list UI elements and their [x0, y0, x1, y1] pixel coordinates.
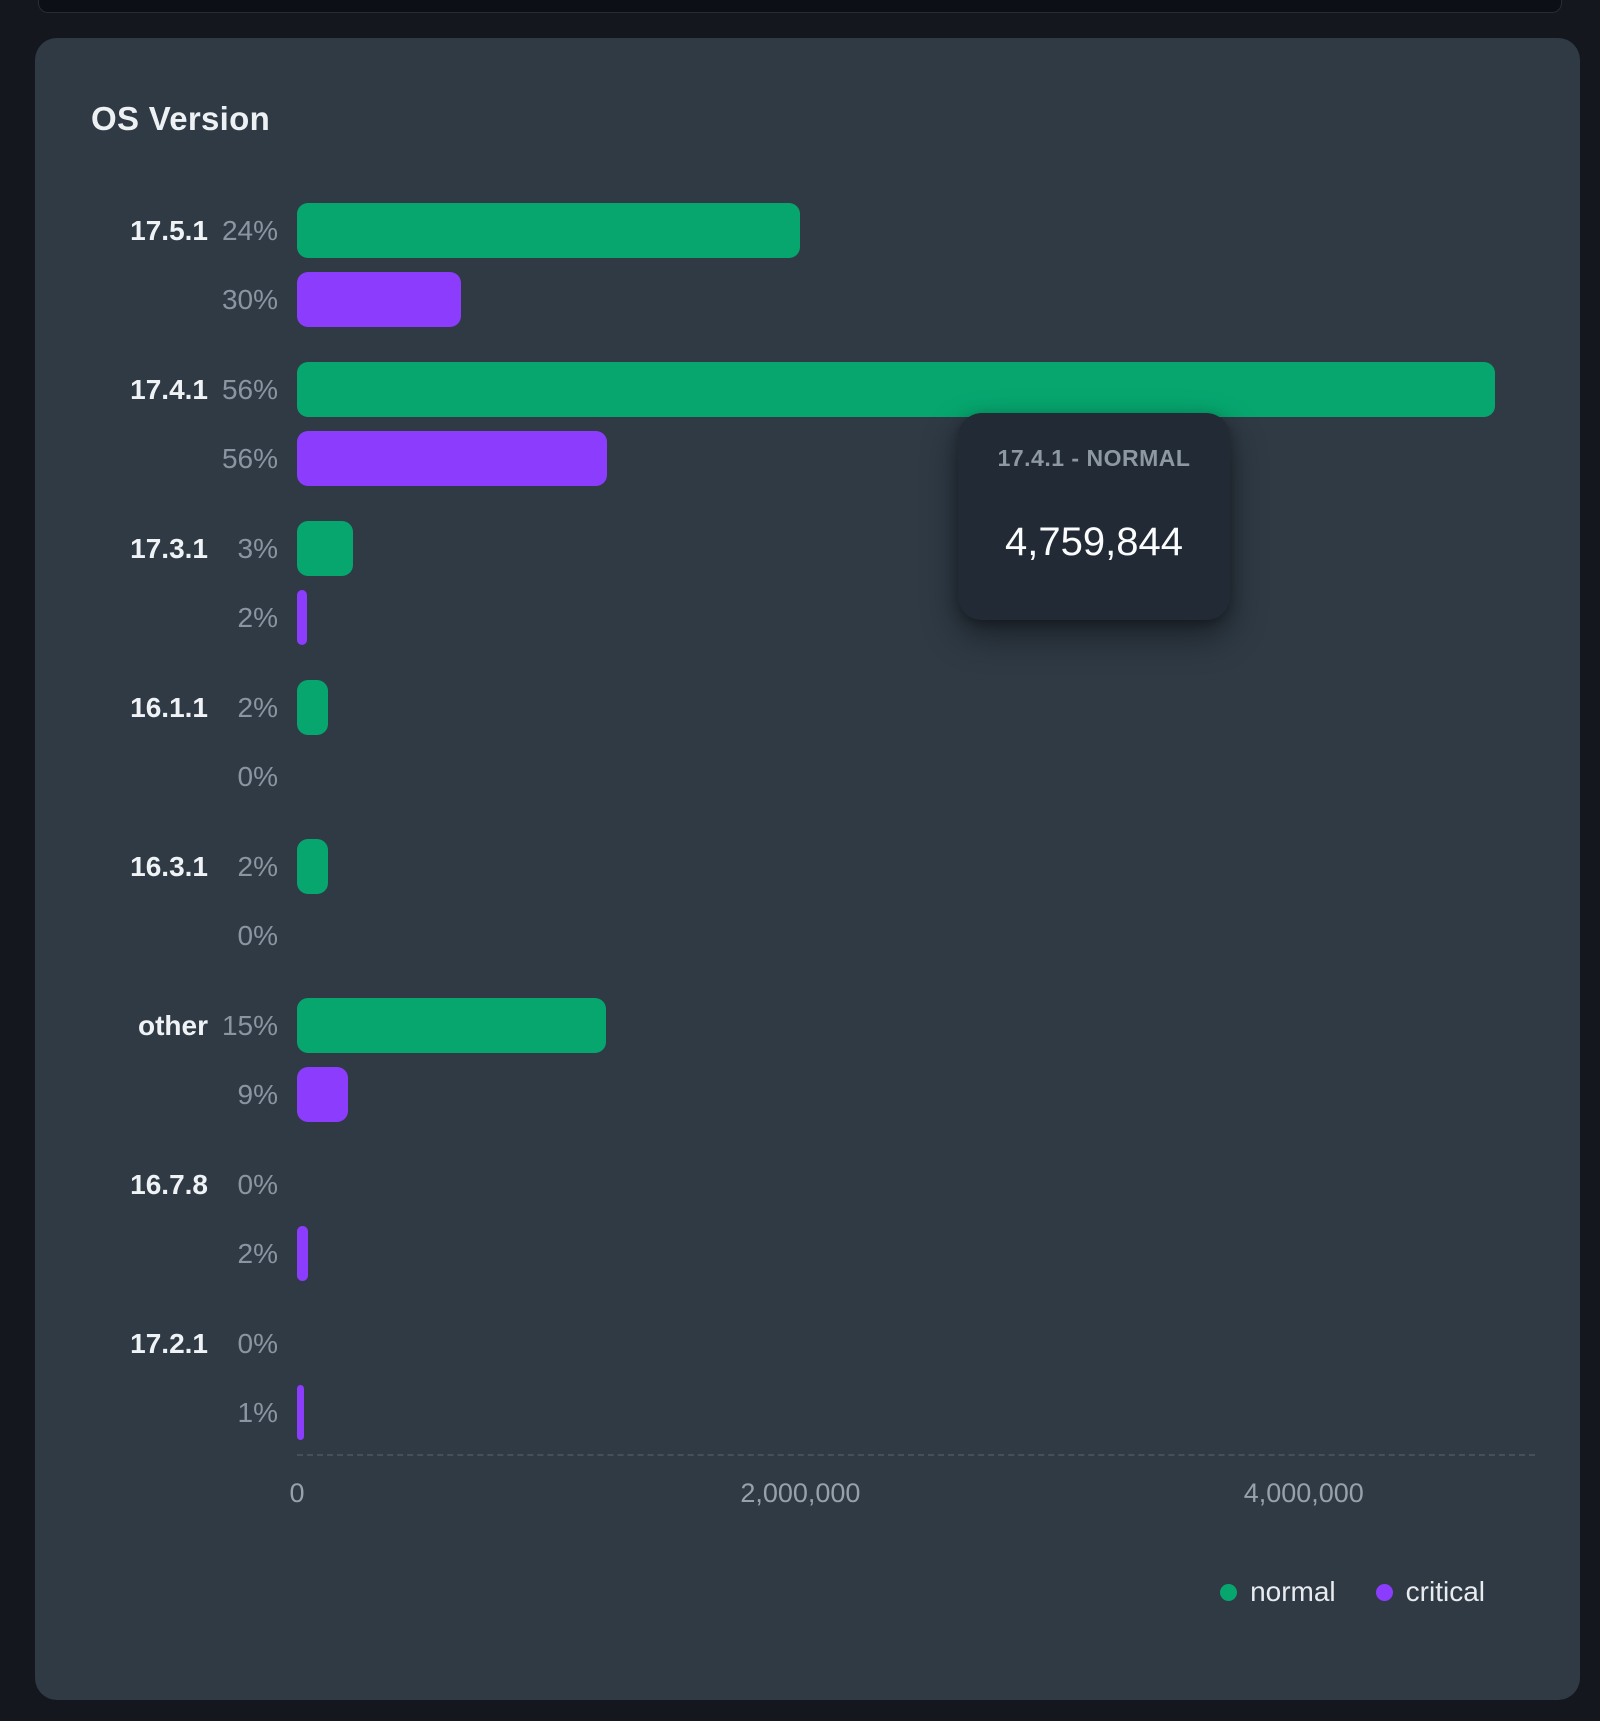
- percent-label: 0%: [237, 1328, 278, 1359]
- percent-label: 2%: [237, 851, 278, 882]
- category-label: 16.1.1: [130, 692, 208, 723]
- percent-label: 0%: [237, 920, 278, 951]
- bar-critical-16.7.8[interactable]: [297, 1226, 308, 1281]
- category-label: 16.3.1: [130, 851, 208, 882]
- panel-title: OS Version: [91, 100, 271, 137]
- bar-normal-16.1.1[interactable]: [297, 680, 328, 735]
- critical-series-dot-icon: [1375, 1583, 1393, 1601]
- bar-normal-16.3.1[interactable]: [297, 839, 328, 894]
- category-label: other: [138, 1010, 208, 1041]
- percent-label: 9%: [237, 1079, 278, 1110]
- percent-label: 30%: [221, 284, 278, 315]
- percent-label: 0%: [237, 1169, 278, 1200]
- chart-tooltip: 17.4.1 - NORMAL 4,759,844: [958, 413, 1230, 620]
- bar-critical-17.5.1[interactable]: [297, 272, 461, 327]
- legend-item-normal[interactable]: normal: [1220, 1576, 1336, 1608]
- percent-label: 24%: [221, 215, 278, 246]
- chart-legend: normal critical: [1220, 1576, 1485, 1608]
- x-axis-baseline: [297, 1454, 1535, 1456]
- percent-label: 15%: [221, 1010, 278, 1041]
- legend-item-critical[interactable]: critical: [1375, 1576, 1485, 1608]
- percent-label: 56%: [221, 443, 278, 474]
- category-label: 17.2.1: [130, 1328, 208, 1359]
- bar-normal-17.3.1[interactable]: [297, 521, 353, 576]
- percent-label: 3%: [237, 533, 278, 564]
- bar-normal-other[interactable]: [297, 998, 606, 1053]
- bar-normal-17.5.1[interactable]: [297, 203, 800, 258]
- x-tick-label: 4,000,000: [1243, 1478, 1364, 1508]
- bar-critical-17.4.1[interactable]: [297, 431, 607, 486]
- bar-normal-17.4.1[interactable]: [297, 362, 1495, 417]
- tooltip-header: 17.4.1 - NORMAL: [997, 445, 1191, 471]
- category-label: 17.5.1: [130, 215, 208, 246]
- percent-label: 1%: [237, 1397, 278, 1428]
- percent-label: 2%: [237, 602, 278, 633]
- percent-label: 2%: [237, 1238, 278, 1269]
- os-version-card: OS Version 17.5.1 24% 30% 17.4.1 56% 56% 17.3.…: [35, 38, 1580, 1700]
- category-label: 16.7.8: [130, 1169, 208, 1200]
- category-label: 17.4.1: [130, 374, 208, 405]
- legend-label: normal: [1250, 1576, 1336, 1607]
- category-label: 17.3.1: [130, 533, 208, 564]
- percent-label: 56%: [221, 374, 278, 405]
- x-tick-label: 2,000,000: [740, 1478, 861, 1508]
- bar-critical-17.3.1[interactable]: [297, 590, 307, 645]
- legend-label: critical: [1405, 1576, 1485, 1607]
- tooltip-value: 4,759,844: [1005, 520, 1183, 564]
- percent-label: 0%: [237, 761, 278, 792]
- percent-label: 2%: [237, 692, 278, 723]
- adjacent-panel-edge: [38, 0, 1562, 13]
- normal-series-dot-icon: [1220, 1583, 1238, 1601]
- bar-critical-other[interactable]: [297, 1067, 348, 1122]
- bar-critical-17.2.1[interactable]: [297, 1385, 304, 1440]
- x-tick-label: 0: [289, 1478, 305, 1508]
